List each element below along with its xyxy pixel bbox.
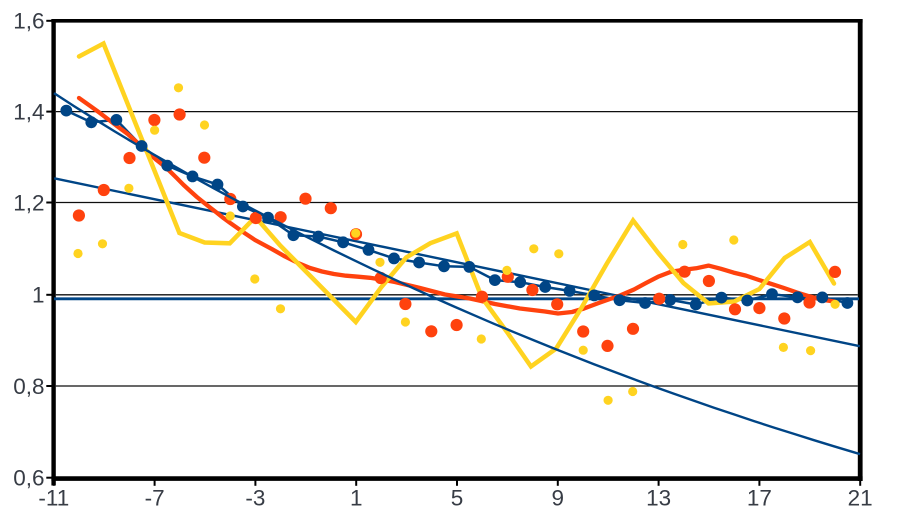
svg-text:5: 5: [451, 486, 464, 511]
svg-text:1,6: 1,6: [13, 9, 44, 34]
svg-text:21: 21: [848, 486, 873, 511]
svg-text:-3: -3: [245, 486, 265, 511]
svg-text:-7: -7: [145, 486, 165, 511]
svg-text:-11: -11: [38, 486, 69, 511]
svg-text:0,8: 0,8: [13, 374, 44, 399]
svg-text:1: 1: [32, 283, 45, 308]
svg-text:0,6: 0,6: [13, 466, 44, 491]
svg-text:13: 13: [646, 486, 671, 511]
svg-text:1,4: 1,4: [13, 99, 44, 124]
svg-text:9: 9: [552, 486, 565, 511]
svg-text:1,2: 1,2: [13, 190, 44, 215]
svg-text:17: 17: [747, 486, 772, 511]
svg-text:1: 1: [350, 486, 363, 511]
